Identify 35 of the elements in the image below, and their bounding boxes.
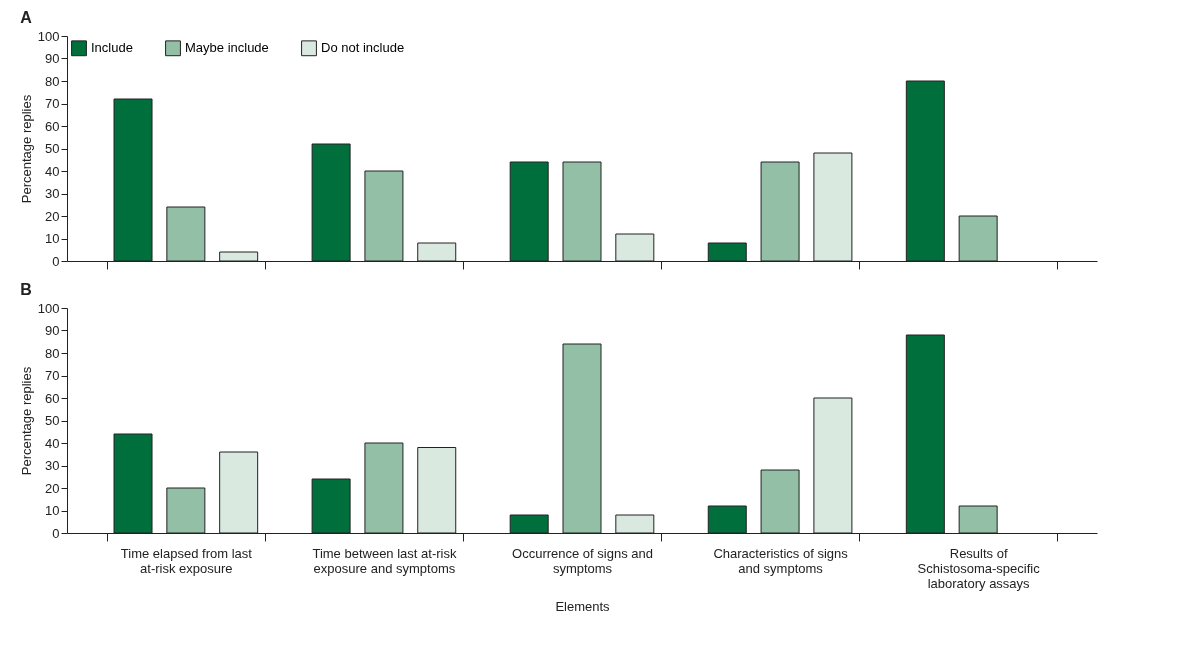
y-tick-label: 10 xyxy=(45,503,60,518)
y-tick-label: 70 xyxy=(45,368,60,383)
y-tick-label: 10 xyxy=(45,231,60,246)
x-tick-label: Results of Schistosoma-specific laboratory assays xyxy=(917,545,1041,591)
y-tick-label: 30 xyxy=(45,458,60,473)
x-tick-label: Characteristics of signs and symptoms xyxy=(713,545,849,576)
x-axis-title: Elements xyxy=(555,598,611,614)
y-tick-label: 0 xyxy=(52,525,60,541)
y-tick-label: 80 xyxy=(45,73,60,89)
legend-label: Do not include xyxy=(321,40,405,56)
y-tick-label: 0 xyxy=(52,253,60,269)
x-tick-label: Time elapsed from last at-risk exposure xyxy=(120,545,253,576)
y-tick-label: 50 xyxy=(45,413,60,428)
y-tick-label: 100 xyxy=(37,300,60,316)
y-tick-label: 80 xyxy=(45,345,60,361)
y-tick-label: 100 xyxy=(37,28,60,44)
y-tick-label: 20 xyxy=(45,480,60,496)
y-axis-title: Percentage replies xyxy=(18,366,34,476)
y-tick-label: 40 xyxy=(45,435,60,451)
legend-label: Include xyxy=(91,40,133,56)
y-tick-label: 30 xyxy=(45,186,60,201)
y-tick-label: 20 xyxy=(45,208,60,224)
x-tick-label: Time between last at-risk exposure and symptoms xyxy=(312,545,457,576)
y-tick-label: 40 xyxy=(45,163,60,179)
y-tick-label: 70 xyxy=(45,96,60,111)
y-tick-label: 60 xyxy=(45,390,60,406)
x-tick-label: Occurrence of signs and symptoms xyxy=(512,545,653,576)
y-tick-label: 50 xyxy=(45,141,60,156)
chart-title: B xyxy=(20,281,32,298)
legend-label: Maybe include xyxy=(185,40,269,56)
y-tick-label: 60 xyxy=(45,118,60,134)
y-axis-title: Percentage replies xyxy=(18,94,34,204)
y-tick-label: 90 xyxy=(45,323,60,338)
y-tick-label: 90 xyxy=(45,51,60,66)
chart-title: A xyxy=(20,9,33,26)
